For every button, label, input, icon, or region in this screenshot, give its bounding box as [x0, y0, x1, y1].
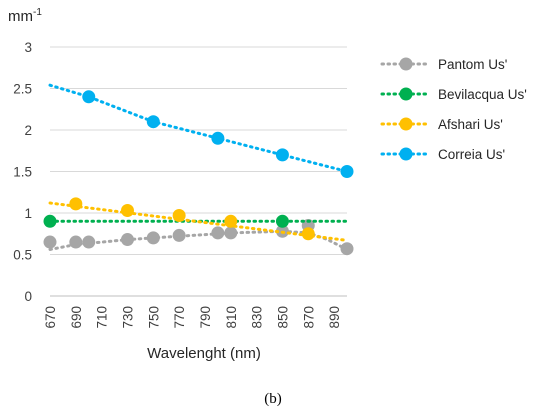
data-point	[43, 214, 57, 228]
data-point	[82, 235, 96, 249]
data-point	[340, 165, 354, 178]
x-tick-label: 670	[43, 306, 58, 329]
x-tick-label: 730	[120, 306, 135, 329]
legend: Pantom Us' Bevilacqua Us' Afshari Us' Corre…	[380, 57, 527, 162]
grid-lines	[50, 46, 347, 297]
y-tick-label: 3	[24, 40, 32, 55]
data-point	[275, 148, 289, 162]
x-tick-label: 790	[198, 306, 213, 329]
figure-caption: (b)	[264, 391, 282, 407]
series-4	[48, 83, 354, 178]
y-axis-label-main: mm	[8, 8, 33, 25]
y-axis-label-sup: -1	[33, 7, 42, 18]
legend-entry: Afshari Us'	[380, 117, 503, 132]
y-axis-label: mm-1	[8, 7, 42, 25]
data-point	[82, 90, 96, 104]
series-line	[48, 201, 349, 242]
x-tick-label: 810	[224, 306, 239, 329]
data-point	[146, 115, 160, 129]
legend-swatch-marker	[399, 117, 413, 131]
data-point	[224, 226, 238, 240]
data-point	[224, 214, 238, 228]
legend-label: Bevilacqua Us'	[438, 87, 527, 102]
data-point	[43, 235, 57, 249]
series-layer	[43, 83, 354, 256]
data-point	[340, 242, 354, 256]
data-point	[120, 233, 134, 247]
x-tick-labels: 670 690 710 730 750 770 790 810 830 850 870 890	[43, 306, 342, 329]
y-tick-labels: 0 0.5 1 1.5 2 2.5 3	[13, 40, 32, 304]
data-point	[211, 131, 225, 145]
data-point	[120, 204, 134, 218]
y-tick-label: 1	[24, 206, 32, 221]
legend-label: Correia Us'	[438, 147, 505, 162]
data-point	[146, 231, 160, 245]
data-point	[172, 228, 186, 242]
y-tick-label: 2.5	[13, 82, 32, 97]
legend-swatch-marker	[399, 57, 413, 71]
data-point	[69, 235, 83, 249]
x-tick-label: 890	[327, 306, 342, 329]
y-tick-label: 2	[24, 123, 32, 138]
data-point	[211, 226, 225, 240]
data-point	[301, 227, 315, 241]
x-tick-label: 870	[301, 306, 316, 329]
x-tick-label: 690	[69, 306, 84, 329]
x-tick-label: 770	[172, 306, 187, 329]
data-point	[275, 214, 289, 228]
data-point	[69, 197, 83, 211]
y-tick-label: 1.5	[13, 165, 32, 180]
series-line	[48, 83, 349, 173]
x-tick-label: 750	[146, 306, 161, 329]
x-tick-label: 850	[275, 306, 290, 329]
series-1	[43, 218, 354, 256]
y-tick-label: 0	[24, 289, 32, 304]
x-axis-label: Wavelenght (nm)	[147, 345, 261, 362]
series-3	[48, 197, 349, 242]
legend-label: Afshari Us'	[438, 117, 503, 132]
legend-swatch-marker	[399, 147, 413, 161]
legend-entry: Correia Us'	[380, 147, 505, 162]
legend-entry: Pantom Us'	[380, 57, 507, 72]
x-tick-label: 710	[95, 306, 110, 329]
legend-entry: Bevilacqua Us'	[380, 87, 527, 102]
legend-label: Pantom Us'	[438, 57, 507, 72]
data-point	[172, 208, 186, 222]
legend-swatch-marker	[399, 87, 413, 101]
x-tick-label: 830	[250, 306, 265, 329]
y-tick-label: 0.5	[13, 248, 32, 263]
